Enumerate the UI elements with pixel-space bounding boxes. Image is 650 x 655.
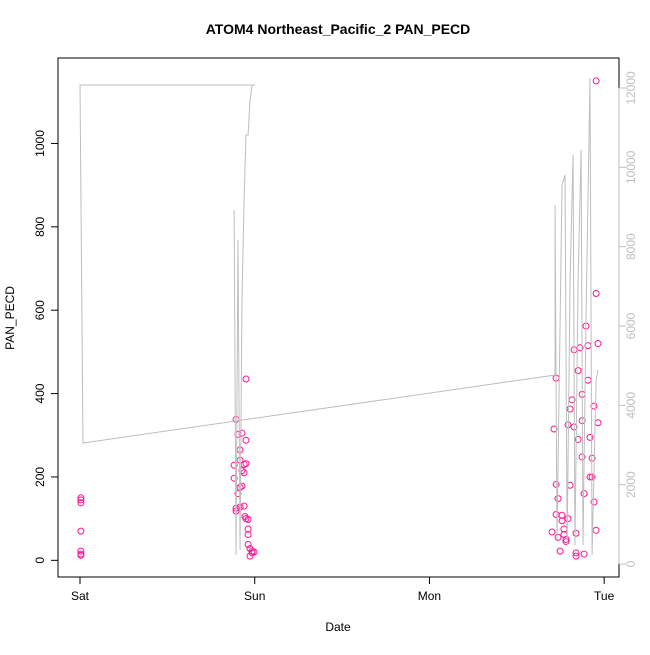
point: [594, 419, 602, 427]
point: [238, 429, 246, 437]
y-tick-label: 200: [33, 467, 47, 487]
point: [552, 510, 560, 518]
y-tick-label: 1000: [33, 130, 47, 157]
point: [238, 467, 246, 475]
point: [238, 482, 246, 490]
y2-tick-label: 10000: [624, 150, 638, 184]
point: [586, 433, 594, 441]
point: [592, 526, 600, 534]
point: [592, 77, 600, 85]
point: [572, 549, 580, 557]
y2-tick-label: 2000: [624, 471, 638, 498]
y2-tick-label: 12000: [624, 71, 638, 105]
y-tick-label: 600: [33, 300, 47, 320]
point: [246, 552, 254, 560]
chart-title: ATOM4 Northeast_Pacific_2 PAN_PECD: [206, 21, 471, 37]
plot-box: [57, 57, 620, 578]
point: [564, 515, 572, 523]
point: [574, 435, 582, 443]
point: [230, 461, 238, 469]
point: [244, 530, 252, 538]
point: [590, 498, 598, 506]
x-tick-label: Tue: [594, 589, 615, 603]
y2-tick-label: 8000: [624, 233, 638, 260]
point: [556, 547, 564, 555]
y-tick-label: 400: [33, 383, 47, 403]
point: [77, 527, 85, 535]
point: [572, 529, 580, 537]
y-tick-label: 800: [33, 216, 47, 236]
point: [592, 290, 600, 298]
x-tick-label: Mon: [418, 589, 441, 603]
point: [566, 405, 574, 413]
x-tick-label: Sun: [244, 589, 265, 603]
point: [244, 515, 252, 523]
point: [244, 540, 252, 548]
point: [250, 548, 258, 556]
point: [242, 436, 250, 444]
point: [230, 474, 238, 482]
point: [77, 496, 85, 504]
point: [552, 480, 560, 488]
x-axis-label: Date: [325, 620, 351, 634]
point: [242, 375, 250, 383]
point: [586, 473, 594, 481]
point: [77, 499, 85, 507]
point: [240, 502, 248, 510]
point: [554, 533, 562, 541]
point: [558, 517, 566, 525]
point: [77, 547, 85, 555]
point: [562, 535, 570, 543]
point: [244, 525, 252, 533]
point: [548, 528, 556, 536]
point: [562, 538, 570, 546]
y-axis-label: PAN_PECD: [3, 286, 17, 350]
y2-tick-label: 0: [624, 560, 638, 567]
line: [79, 78, 599, 555]
point: [584, 376, 592, 384]
y2-tick-label: 4000: [624, 392, 638, 419]
point: [574, 367, 582, 375]
point: [242, 460, 250, 468]
point: [558, 511, 566, 519]
y2-tick-label: 6000: [624, 312, 638, 339]
point: [77, 551, 85, 559]
point: [550, 425, 558, 433]
x-tick-label: Sat: [71, 589, 90, 603]
point: [572, 552, 580, 560]
point: [236, 446, 244, 454]
point: [594, 340, 602, 348]
point: [580, 550, 588, 558]
point: [77, 494, 85, 502]
y-tick-label: 0: [33, 557, 47, 564]
